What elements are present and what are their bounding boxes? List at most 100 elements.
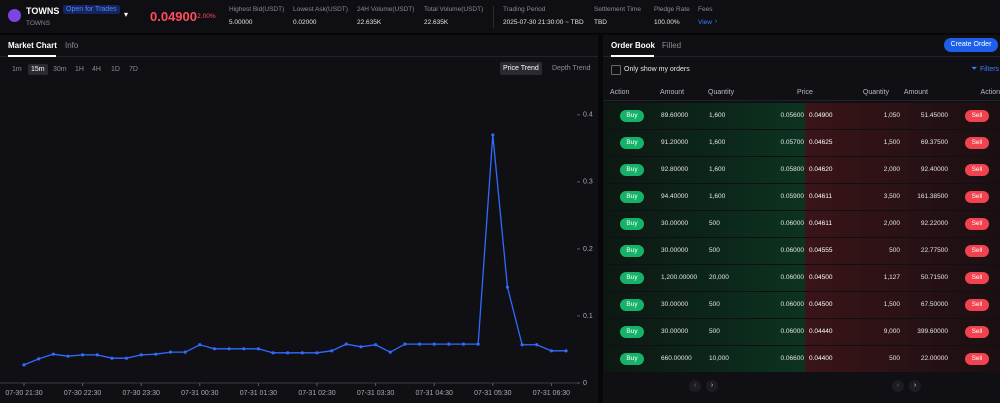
tab-underline [8, 55, 56, 57]
buy-button[interactable]: Buy [620, 245, 644, 257]
buy-button[interactable]: Buy [620, 110, 644, 122]
sell-button[interactable]: Sell [965, 326, 989, 338]
sell-button[interactable]: Sell [965, 164, 989, 176]
sell-button[interactable]: Sell [965, 218, 989, 230]
cell: 500 [709, 301, 720, 308]
price-point [477, 343, 480, 346]
next-page[interactable]: › [706, 380, 718, 392]
price-point [433, 343, 436, 346]
cell: 2,000 [884, 220, 900, 227]
create-order-button[interactable]: Create Order [944, 38, 998, 52]
cell: 399.60000 [917, 328, 948, 335]
price-point [447, 343, 450, 346]
mode-button[interactable]: Price Trend [500, 62, 542, 75]
cell: 500 [709, 220, 720, 227]
interval-button[interactable]: 1H [75, 64, 84, 75]
cell: 1,600 [709, 193, 725, 200]
sell-button[interactable]: Sell [965, 272, 989, 284]
column-header: Quantity [863, 89, 889, 96]
column-header: Price [797, 89, 813, 96]
tab[interactable]: Market Chart [8, 41, 57, 50]
interval-button[interactable]: 7D [129, 64, 138, 75]
stat-value: 22.635K [424, 19, 448, 26]
mode-button[interactable]: Depth Trend [549, 62, 594, 75]
cell: 0.04900 [809, 112, 833, 119]
sell-button[interactable]: Sell [965, 299, 989, 311]
cell: 0.04440 [809, 328, 833, 335]
price-point [169, 351, 172, 354]
price-point [257, 347, 260, 350]
buy-button[interactable]: Buy [620, 326, 644, 338]
cell: 0.05800 [781, 166, 805, 173]
price-point [521, 343, 524, 346]
buy-button[interactable]: Buy [620, 272, 644, 284]
divider [603, 100, 1000, 101]
price-point [52, 353, 55, 356]
x-tick-label: 07-31 06:30 [533, 390, 570, 397]
sell-button[interactable]: Sell [965, 245, 989, 257]
x-tick-label: 07-31 04:30 [416, 390, 453, 397]
stat-label: Pledge Rate [654, 6, 690, 13]
subsymbol: TOWNS [26, 20, 50, 27]
price-point [66, 355, 69, 358]
x-tick-label: 07-31 01:30 [240, 390, 277, 397]
buy-button[interactable]: Buy [620, 164, 644, 176]
stat-label: Trading Period [503, 6, 545, 13]
cell: 0.04400 [809, 355, 833, 362]
interval-button[interactable]: 4H [92, 64, 101, 75]
price-point [374, 343, 377, 346]
column-header: Action [610, 89, 629, 96]
fees-link[interactable]: View [698, 19, 712, 26]
cell: 0.04625 [809, 139, 833, 146]
buy-button[interactable]: Buy [620, 137, 644, 149]
buy-button[interactable]: Buy [620, 299, 644, 311]
filters-link[interactable]: Filters [980, 66, 999, 73]
cell: 1,600 [709, 139, 725, 146]
next-page[interactable]: › [909, 380, 921, 392]
cell: 0.06000 [781, 301, 805, 308]
price-point [315, 351, 318, 354]
sell-button[interactable]: Sell [965, 191, 989, 203]
price-point [228, 347, 231, 350]
cell: 30.00000 [661, 247, 688, 254]
price-point [96, 353, 99, 356]
tab[interactable]: Order Book [611, 41, 655, 50]
price-point [564, 349, 567, 352]
checkbox[interactable] [611, 65, 621, 75]
x-tick-label: 07-31 00:30 [181, 390, 218, 397]
y-tick-label: 0.4 [583, 112, 593, 119]
cell: 0.06000 [781, 274, 805, 281]
cell: 1,600 [709, 112, 725, 119]
x-tick-label: 07-30 21:30 [5, 390, 42, 397]
cell: 50.71500 [921, 274, 948, 281]
tab[interactable]: Info [65, 41, 78, 50]
x-tick-label: 07-31 03:30 [357, 390, 394, 397]
buy-button[interactable]: Buy [620, 191, 644, 203]
price-point [286, 351, 289, 354]
cell: 500 [889, 355, 900, 362]
sell-button[interactable]: Sell [965, 137, 989, 149]
price-point [198, 343, 201, 346]
sell-button[interactable]: Sell [965, 353, 989, 365]
price-point [242, 347, 245, 350]
cell: 30.00000 [661, 328, 688, 335]
prev-page[interactable]: ‹ [689, 380, 701, 392]
sell-button[interactable]: Sell [965, 110, 989, 122]
buy-button[interactable]: Buy [620, 218, 644, 230]
stat-label: Highest Bid(USDT) [229, 6, 284, 13]
filter-icon[interactable]: ⏷ [971, 64, 977, 74]
buy-button[interactable]: Buy [620, 353, 644, 365]
interval-button[interactable]: 1m [12, 64, 22, 75]
stat-label: 24H Volume(USDT) [357, 6, 414, 13]
interval-button[interactable]: 30m [53, 64, 67, 75]
cell: 51.45000 [921, 112, 948, 119]
tab[interactable]: Filled [662, 41, 681, 50]
cell: 0.04611 [809, 193, 832, 200]
cell: 0.06000 [781, 247, 805, 254]
interval-button[interactable]: 1D [111, 64, 120, 75]
interval-button[interactable]: 15m [28, 64, 48, 75]
prev-page[interactable]: ‹ [892, 380, 904, 392]
cell: 1,500 [884, 301, 900, 308]
price-point [345, 343, 348, 346]
price-point [110, 357, 113, 360]
